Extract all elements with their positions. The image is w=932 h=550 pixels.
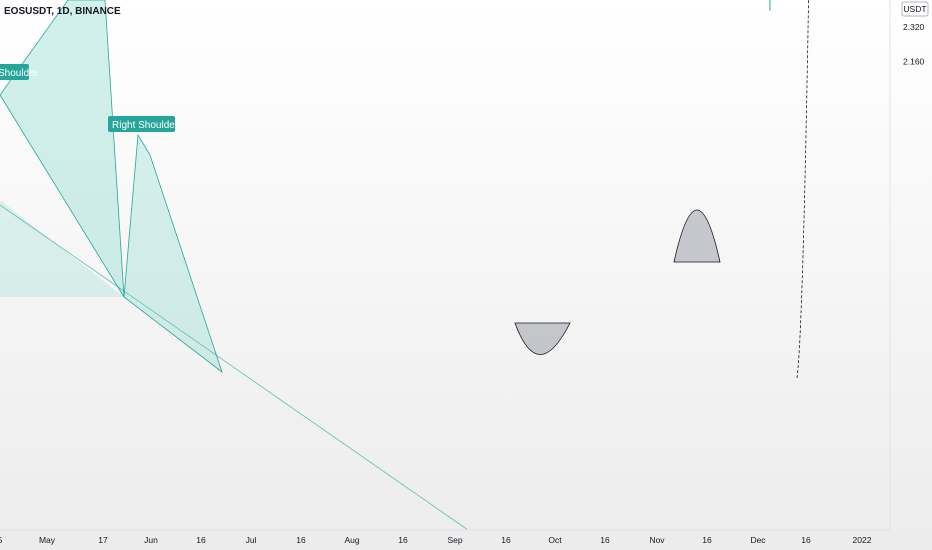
price-tick-label: 2.320	[903, 22, 925, 32]
time-tick-label: Dec	[750, 535, 766, 545]
projection-arrow	[796, 0, 809, 379]
symbol-title: EOSUSDT, 1D, BINANCE	[4, 6, 121, 17]
time-tick-label: 16	[196, 535, 206, 545]
time-tick-label: 16	[702, 535, 712, 545]
left-shoulder-label-text: Shoulder	[0, 68, 39, 79]
chart-header: EOSUSDT, 1D, BINANCE USDT	[4, 1, 929, 17]
right-shoulder-label[interactable]: Right Shoulder	[108, 116, 179, 132]
candle	[769, 0, 771, 11]
time-tick-label: 17	[98, 535, 108, 545]
time-tick-label: 5	[0, 535, 3, 545]
time-tick-label: Oct	[548, 535, 562, 545]
time-tick-label: May	[39, 535, 56, 545]
right-shoulder-label-bg	[108, 116, 175, 132]
time-tick-label: Nov	[649, 535, 665, 545]
pattern-drawings	[0, 0, 721, 531]
time-tick-label: 16	[600, 535, 610, 545]
time-tick-label: 2022	[853, 535, 872, 545]
left-shoulder-label[interactable]: Shoulder	[0, 64, 39, 80]
time-tick-label: Sep	[447, 535, 462, 545]
time-tick-label: 16	[501, 535, 511, 545]
price-axis[interactable]: 11.00010.0009.0008.0007.0006.4005.8005.4…	[889, 0, 930, 530]
right-shoulder-shape	[123, 133, 223, 374]
time-tick-label: Aug	[344, 535, 359, 545]
head-pattern-shape	[0, 0, 125, 298]
rounded-bottom-shape	[514, 322, 571, 355]
time-tick-label: Jun	[144, 535, 158, 545]
time-tick-label: 16	[801, 535, 811, 545]
right-shoulder-label-text: Right Shoulder	[112, 120, 179, 131]
rounded-top-shape	[673, 209, 721, 263]
time-axis[interactable]: 5 May 17 Jun 16 Jul 16 Aug 16 Sep 16 Oct 16 Nov 16 Dec 1…	[0, 529, 890, 545]
overlay-drawings: Shoulder Right Shoulder	[0, 0, 809, 379]
time-tick-label: Jul	[246, 535, 257, 545]
left-shoulder-label-bg	[0, 64, 29, 80]
neckline-trendline	[0, 204, 469, 531]
time-tick-label: 16	[398, 535, 408, 545]
price-tick-label: 2.160	[903, 57, 925, 67]
currency-label: USDT	[903, 4, 926, 14]
time-tick-label: 16	[296, 535, 306, 545]
currency-badge[interactable]	[901, 1, 929, 17]
